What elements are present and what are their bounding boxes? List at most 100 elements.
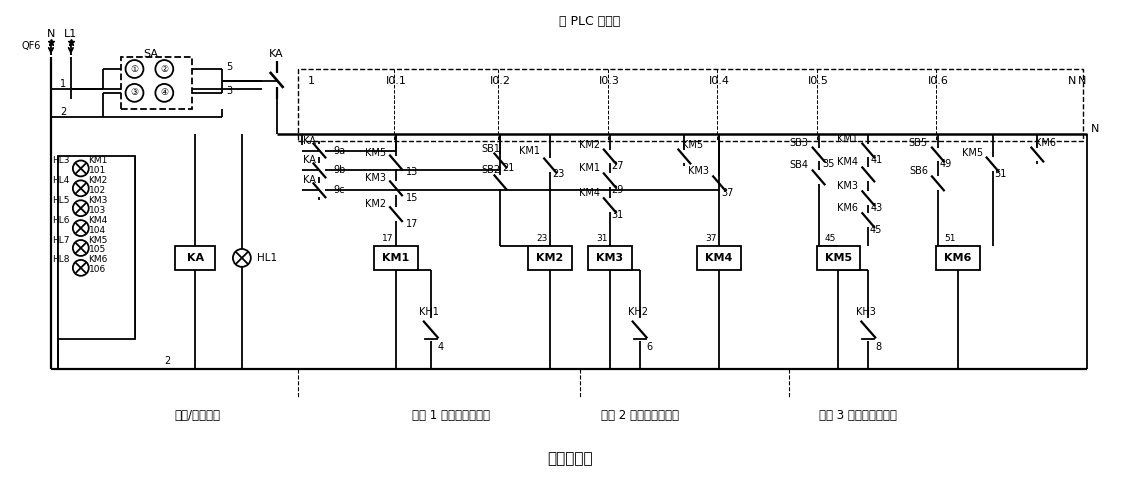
Text: 105: 105 — [89, 245, 106, 254]
Text: HL3: HL3 — [52, 156, 70, 165]
Text: 43: 43 — [870, 203, 882, 213]
Text: KA: KA — [303, 156, 316, 165]
Text: 變頻 1 號泵電動機工頻: 變頻 1 號泵電動機工頻 — [412, 408, 490, 422]
Text: KA: KA — [303, 175, 316, 185]
Text: 27: 27 — [611, 162, 624, 171]
Text: 1: 1 — [59, 79, 66, 89]
Circle shape — [125, 60, 144, 78]
Circle shape — [73, 260, 89, 276]
Text: 15: 15 — [406, 193, 418, 203]
Text: L1: L1 — [64, 29, 78, 39]
Text: KM1: KM1 — [519, 145, 540, 156]
Text: SB4: SB4 — [790, 161, 808, 170]
Circle shape — [73, 220, 89, 236]
Text: 101: 101 — [89, 166, 106, 175]
Bar — [374, 246, 418, 270]
Text: KM2: KM2 — [365, 199, 386, 209]
Text: 31: 31 — [611, 210, 624, 220]
Text: N: N — [1078, 76, 1086, 86]
Text: 41: 41 — [870, 156, 882, 165]
Text: KM5: KM5 — [88, 236, 107, 244]
Circle shape — [233, 249, 251, 267]
Text: SB5: SB5 — [909, 138, 928, 147]
Circle shape — [73, 181, 89, 196]
Text: KM3: KM3 — [596, 253, 624, 263]
Text: SB1: SB1 — [481, 143, 500, 154]
Text: I0.3: I0.3 — [600, 76, 620, 86]
Text: 變頻 3 號泵電動機工頻: 變頻 3 號泵電動機工頻 — [820, 408, 897, 422]
Text: 17: 17 — [382, 234, 393, 243]
Text: 6: 6 — [646, 343, 652, 352]
Text: KM6: KM6 — [88, 255, 107, 264]
Text: KM6: KM6 — [1035, 138, 1056, 147]
Text: 3: 3 — [226, 86, 233, 96]
Text: 2: 2 — [164, 356, 171, 366]
Text: I0.2: I0.2 — [490, 76, 511, 86]
Text: 45: 45 — [870, 225, 882, 235]
Text: I0.4: I0.4 — [709, 76, 730, 86]
Text: 104: 104 — [89, 225, 106, 235]
Text: HL8: HL8 — [52, 255, 70, 264]
Text: 29: 29 — [611, 185, 624, 195]
Text: 23: 23 — [552, 169, 564, 180]
Text: KM1: KM1 — [838, 134, 858, 143]
Text: I0.6: I0.6 — [928, 76, 948, 86]
Circle shape — [73, 161, 89, 176]
Text: KA: KA — [187, 253, 204, 263]
Circle shape — [73, 200, 89, 216]
Text: KM2: KM2 — [579, 140, 600, 149]
Text: 31: 31 — [596, 234, 608, 243]
Text: 49: 49 — [939, 160, 952, 169]
Text: QF6: QF6 — [22, 41, 41, 51]
Text: KA: KA — [303, 136, 316, 145]
Text: HL6: HL6 — [52, 216, 70, 224]
Text: 37: 37 — [720, 188, 733, 198]
Text: 變頻 2 號泵電動機工頻: 變頻 2 號泵電動機工頻 — [601, 408, 678, 422]
Text: KM5: KM5 — [961, 147, 983, 158]
Text: 103: 103 — [89, 206, 106, 215]
Text: 21: 21 — [502, 163, 514, 173]
Text: 8: 8 — [876, 343, 881, 352]
Text: ③: ③ — [130, 88, 139, 98]
Bar — [816, 246, 861, 270]
Text: KM5: KM5 — [365, 147, 386, 158]
Text: KM2: KM2 — [537, 253, 564, 263]
Text: KM6: KM6 — [838, 203, 858, 213]
Text: 1: 1 — [308, 76, 315, 86]
Text: KM1: KM1 — [382, 253, 409, 263]
Text: KM3: KM3 — [838, 182, 858, 191]
Bar — [698, 246, 741, 270]
Text: HL5: HL5 — [52, 196, 70, 205]
Text: SB6: SB6 — [909, 166, 928, 177]
Circle shape — [155, 84, 173, 102]
Text: 9b: 9b — [333, 165, 345, 175]
Text: 手動/自動轉換: 手動/自動轉換 — [174, 408, 220, 422]
Text: HL7: HL7 — [52, 236, 70, 244]
Text: I0.1: I0.1 — [385, 76, 407, 86]
Text: ①: ① — [130, 64, 139, 74]
Text: KM1: KM1 — [579, 163, 600, 173]
Text: 接 PLC 的輸出: 接 PLC 的輸出 — [560, 15, 620, 28]
Text: 2: 2 — [59, 107, 66, 117]
Text: 102: 102 — [89, 186, 106, 195]
Text: KM1: KM1 — [88, 156, 107, 165]
Text: 控制線路圖: 控制線路圖 — [547, 451, 593, 466]
Text: 45: 45 — [825, 234, 837, 243]
Text: HL1: HL1 — [256, 253, 277, 263]
Circle shape — [155, 60, 173, 78]
Text: ④: ④ — [161, 88, 169, 98]
Text: 17: 17 — [406, 219, 418, 229]
Text: HL4: HL4 — [52, 176, 70, 185]
Text: KM3: KM3 — [689, 166, 709, 177]
Text: KH2: KH2 — [628, 306, 648, 317]
Text: N: N — [1091, 123, 1099, 134]
Text: KA: KA — [269, 49, 284, 59]
Text: 51: 51 — [944, 234, 955, 243]
Text: N: N — [1068, 76, 1076, 86]
Bar — [58, 156, 136, 340]
Text: KM4: KM4 — [579, 188, 600, 198]
Text: KM5: KM5 — [825, 253, 852, 263]
Text: KM3: KM3 — [88, 196, 107, 205]
Text: KM5: KM5 — [682, 140, 703, 149]
Text: 13: 13 — [406, 167, 418, 178]
